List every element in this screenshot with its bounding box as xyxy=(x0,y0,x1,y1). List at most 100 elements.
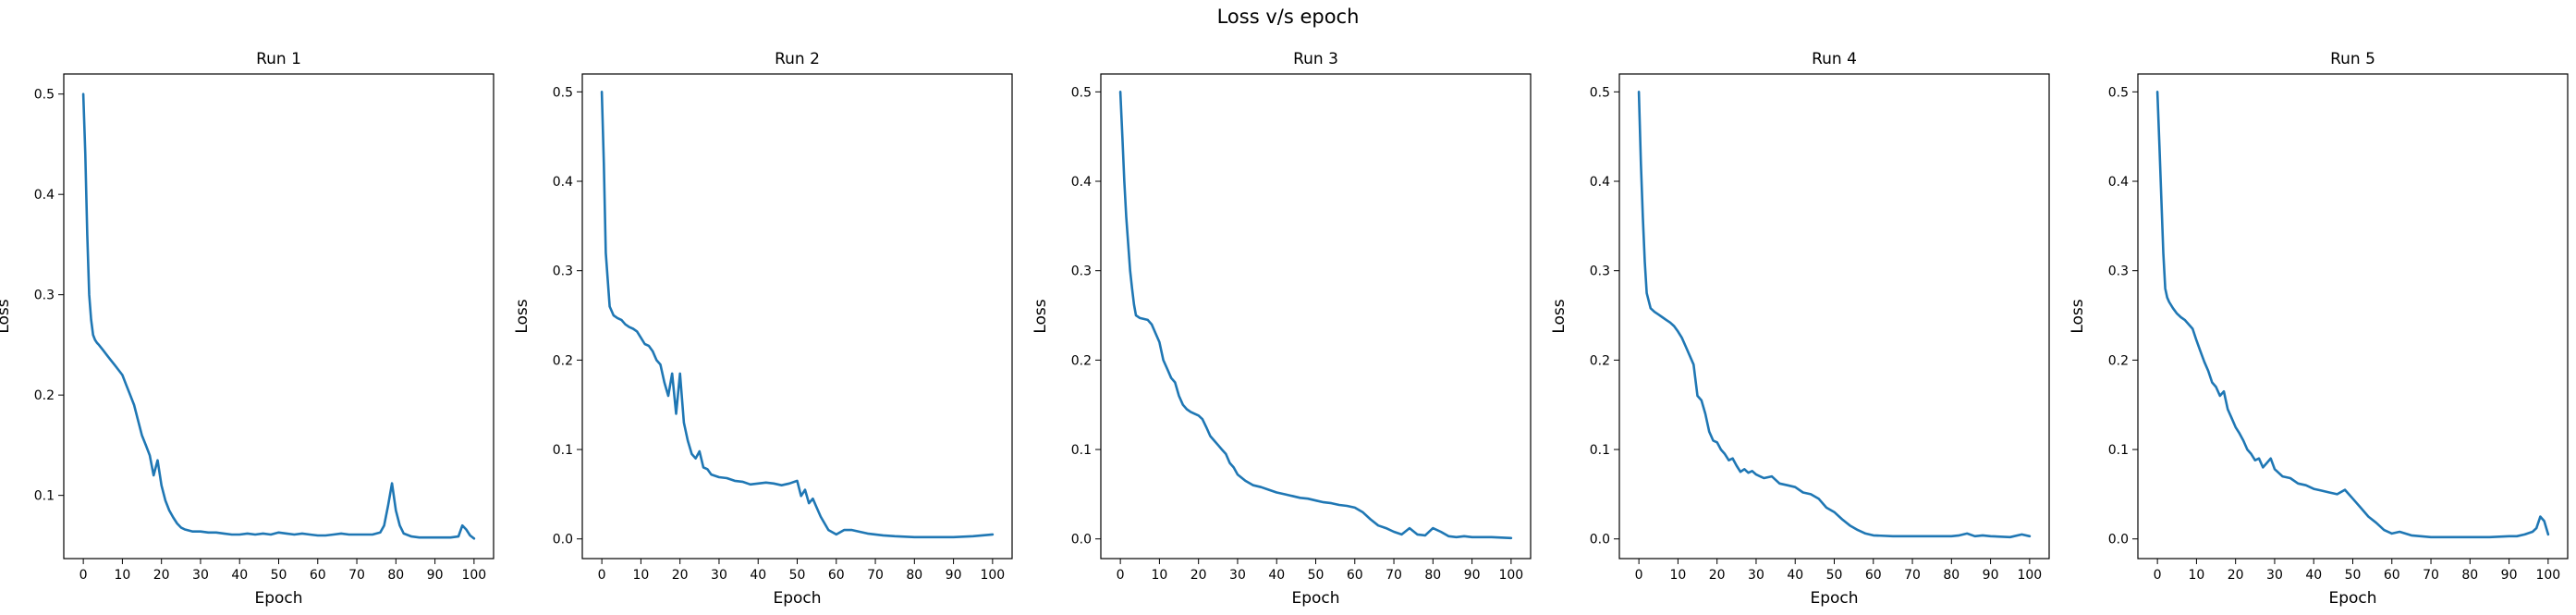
x-tick-label: 40 xyxy=(231,568,248,583)
x-tick-label: 40 xyxy=(750,568,766,583)
x-tick-label: 30 xyxy=(1229,568,1246,583)
y-tick-label: 0.3 xyxy=(1071,264,1092,279)
y-tick-label: 0.4 xyxy=(553,175,573,190)
y-tick-label: 0.3 xyxy=(34,289,55,303)
x-tick-label: 80 xyxy=(1943,568,1959,583)
x-tick-label: 80 xyxy=(1424,568,1441,583)
y-tick-label: 0.4 xyxy=(1071,175,1092,190)
axes-frame xyxy=(2137,73,2569,560)
x-tick-label: 50 xyxy=(1826,568,1843,583)
x-tick-label: 90 xyxy=(1464,568,1481,583)
x-tick-label: 90 xyxy=(427,568,444,583)
y-tick-label: 0.3 xyxy=(1590,264,1610,279)
loss-line-series xyxy=(2155,91,2550,539)
y-tick-label: 0.1 xyxy=(553,443,573,458)
x-tick-label: 50 xyxy=(789,568,806,583)
x-tick-label: 100 xyxy=(2017,568,2042,583)
y-tick-label: 0.2 xyxy=(34,388,55,403)
x-tick-label: 20 xyxy=(1709,568,1726,583)
y-tick-label: 0.1 xyxy=(1590,443,1610,458)
y-axis-label: Loss xyxy=(2069,299,2087,333)
subplot-title: Run 5 xyxy=(2330,50,2375,68)
y-tick-label: 0.4 xyxy=(1590,175,1610,190)
y-tick-label: 0.0 xyxy=(1071,533,1092,547)
x-tick-label: 100 xyxy=(461,568,486,583)
x-tick-label: 50 xyxy=(2345,568,2362,583)
x-tick-label: 10 xyxy=(114,568,130,583)
y-tick-label: 0.0 xyxy=(1590,533,1610,547)
y-tick-label: 0.4 xyxy=(34,188,55,203)
y-tick-label: 0.2 xyxy=(553,353,573,368)
x-tick-label: 50 xyxy=(271,568,287,583)
y-tick-label: 0.5 xyxy=(1590,85,1610,100)
subplot-run-4: Run 4 0 10 20 30 40 50 60 70 80 90 100 0.0 0.1 0.2 0.3 0… xyxy=(1550,50,2050,608)
x-tick-label: 20 xyxy=(672,568,689,583)
x-tick-label: 10 xyxy=(2188,568,2204,583)
x-axis-label: Epoch xyxy=(2328,589,2376,608)
x-tick-label: 0 xyxy=(79,568,88,583)
x-tick-label: 0 xyxy=(2154,568,2162,583)
y-tick-label: 0.1 xyxy=(2108,443,2129,458)
y-tick-label: 0.4 xyxy=(2108,175,2129,190)
x-tick-label: 60 xyxy=(1347,568,1363,583)
x-axis-label: Epoch xyxy=(773,589,821,608)
loss-line-series xyxy=(1637,91,2032,539)
x-tick-label: 60 xyxy=(2384,568,2400,583)
x-tick-label: 40 xyxy=(2305,568,2322,583)
x-tick-label: 30 xyxy=(192,568,209,583)
y-tick-label: 0.2 xyxy=(1071,353,1092,368)
x-tick-label: 30 xyxy=(2266,568,2283,583)
x-tick-label: 90 xyxy=(1983,568,1999,583)
x-axis-label: Epoch xyxy=(1291,589,1339,608)
x-tick-label: 50 xyxy=(1308,568,1325,583)
x-tick-label: 30 xyxy=(1748,568,1764,583)
y-axis-label: Loss xyxy=(1550,299,1569,333)
x-tick-label: 20 xyxy=(153,568,170,583)
loss-line-series xyxy=(81,92,476,540)
x-tick-label: 60 xyxy=(1865,568,1882,583)
axes-frame xyxy=(1100,73,1532,560)
y-tick-label: 0.3 xyxy=(2108,264,2129,279)
x-tick-label: 60 xyxy=(828,568,845,583)
loss-line-series xyxy=(1118,91,1513,540)
figure-title: Loss v/s epoch xyxy=(1216,6,1360,28)
y-tick-label: 0.2 xyxy=(2108,353,2129,368)
y-tick-label: 0.3 xyxy=(553,264,573,279)
x-tick-label: 0 xyxy=(1117,568,1125,583)
x-tick-label: 80 xyxy=(2461,568,2478,583)
y-tick-label: 0.1 xyxy=(34,489,55,504)
x-tick-label: 10 xyxy=(1151,568,1167,583)
x-tick-label: 0 xyxy=(1635,568,1643,583)
y-tick-label: 0.5 xyxy=(34,88,55,103)
subplot-title: Run 4 xyxy=(1812,50,1857,68)
x-tick-label: 70 xyxy=(867,568,884,583)
subplot-run-5: Run 5 0 10 20 30 40 50 60 70 80 90 100 0.0 0.1 0.2 0.3 0… xyxy=(2069,50,2569,608)
y-tick-label: 0.5 xyxy=(1071,85,1092,100)
x-tick-label: 20 xyxy=(2228,568,2244,583)
x-tick-label: 100 xyxy=(1498,568,1523,583)
y-tick-label: 0.5 xyxy=(2108,85,2129,100)
y-tick-label: 0.5 xyxy=(553,85,573,100)
y-axis-label: Loss xyxy=(1032,299,1050,333)
subplot-title: Run 1 xyxy=(256,50,301,68)
x-tick-label: 10 xyxy=(1669,568,1686,583)
x-tick-label: 80 xyxy=(906,568,922,583)
x-tick-label: 90 xyxy=(2501,568,2518,583)
axes-frame xyxy=(63,73,494,560)
x-tick-label: 100 xyxy=(2535,568,2560,583)
subplot-run-1: Run 1 0 10 20 30 40 50 60 70 80 90 100 0.1 0.2 0.3 0.4 0… xyxy=(0,50,494,608)
axes-frame xyxy=(581,73,1013,560)
x-tick-label: 20 xyxy=(1190,568,1207,583)
x-tick-label: 70 xyxy=(348,568,365,583)
axes-frame xyxy=(1618,73,2050,560)
subplot-run-3: Run 3 0 10 20 30 40 50 60 70 80 90 100 0.0 0.1 0.2 0.3 0… xyxy=(1032,50,1532,608)
loss-line-series xyxy=(600,91,995,539)
x-tick-label: 60 xyxy=(310,568,326,583)
x-tick-label: 40 xyxy=(1268,568,1285,583)
x-tick-label: 70 xyxy=(1904,568,1921,583)
subplot-title: Run 3 xyxy=(1293,50,1338,68)
y-tick-label: 0.0 xyxy=(553,533,573,547)
x-axis-label: Epoch xyxy=(254,589,302,608)
